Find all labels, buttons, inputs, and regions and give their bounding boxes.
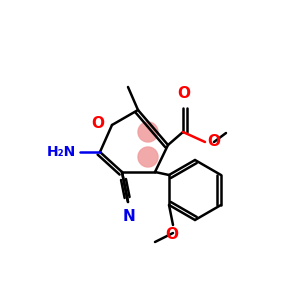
Text: H₂N: H₂N bbox=[47, 145, 76, 159]
Text: N: N bbox=[123, 209, 135, 224]
Text: O: O bbox=[166, 227, 178, 242]
Text: O: O bbox=[207, 134, 220, 149]
Text: O: O bbox=[91, 116, 104, 130]
Circle shape bbox=[138, 122, 158, 142]
Circle shape bbox=[138, 147, 158, 167]
Text: O: O bbox=[178, 86, 190, 101]
